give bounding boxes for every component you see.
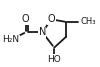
Text: CH₃: CH₃ [81,17,96,26]
Text: HO: HO [47,55,61,64]
Text: H₂N: H₂N [2,35,20,44]
Text: O: O [48,14,55,24]
Text: N: N [39,27,46,37]
Text: O: O [22,14,30,24]
